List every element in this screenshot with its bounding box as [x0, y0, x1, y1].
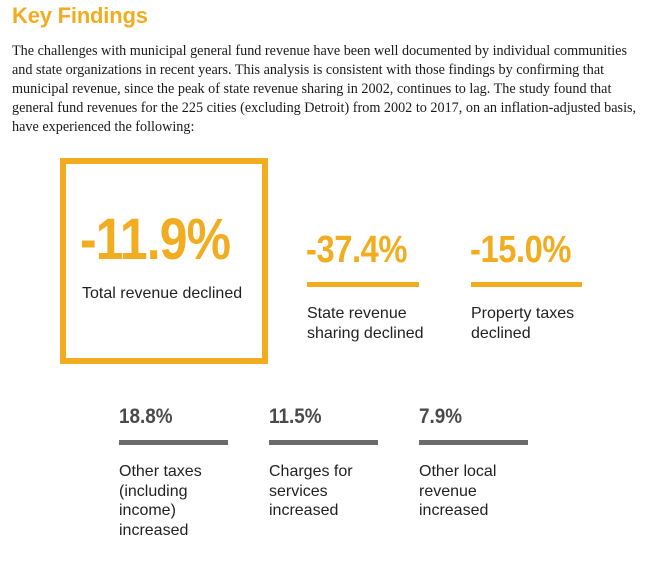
other-taxes-label: Other taxes (including income) increased — [119, 463, 202, 539]
total-revenue-value: -11.9% — [80, 207, 231, 272]
total-revenue-label: Total revenue declined — [82, 285, 243, 302]
other-taxes-rule — [119, 440, 228, 445]
property-taxes-value: -15.0% — [470, 229, 571, 271]
other-local-revenue-value: 7.9% — [419, 405, 463, 428]
charges-for-services-label: Charges for services increased — [269, 463, 353, 519]
highlight-box — [60, 158, 268, 364]
other-taxes-value: 18.8% — [119, 405, 173, 428]
charges-for-services-rule — [269, 440, 378, 445]
intro-paragraph: The challenges with municipal general fu… — [12, 43, 637, 135]
other-local-revenue-rule — [419, 440, 528, 445]
state-revenue-sharing-value: -37.4% — [306, 229, 407, 271]
other-local-revenue-label: Other local revenue increased — [419, 463, 497, 519]
key-findings-title: Key Findings — [12, 3, 148, 28]
state-revenue-sharing-rule — [307, 282, 419, 287]
property-taxes-label: Property taxes declined — [471, 305, 575, 342]
charges-for-services-value: 11.5% — [269, 405, 322, 428]
property-taxes-rule — [471, 282, 582, 287]
state-revenue-sharing-label: State revenue sharing declined — [307, 305, 424, 342]
